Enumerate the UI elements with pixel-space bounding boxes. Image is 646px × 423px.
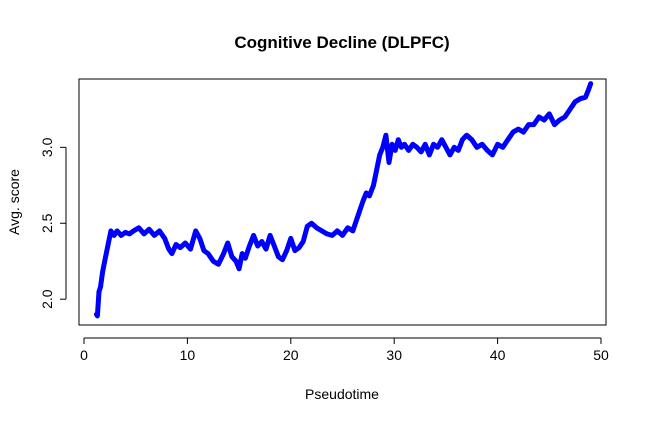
y-tick-label: 2.5 — [39, 213, 55, 233]
x-tick-label: 30 — [386, 347, 402, 363]
x-tick-label: 20 — [283, 347, 299, 363]
x-tick-label: 50 — [593, 347, 609, 363]
x-axis-label: Pseudotime — [305, 386, 379, 402]
plot-frame — [78, 78, 607, 326]
y-tick-label: 2.0 — [39, 289, 55, 309]
x-tick-label: 0 — [80, 347, 88, 363]
x-tick-label: 10 — [180, 347, 196, 363]
y-axis-label: Avg. score — [6, 169, 22, 235]
x-tick-label: 40 — [490, 347, 506, 363]
y-tick-label: 3.0 — [39, 137, 55, 157]
chart-title: Cognitive Decline (DLPFC) — [234, 33, 449, 52]
y-axis: 2.0 2.5 3.0 — [39, 137, 67, 309]
series-lines — [93, 81, 594, 319]
x-axis: 0 10 20 30 40 50 — [80, 337, 609, 363]
series-line-0 — [93, 81, 594, 319]
